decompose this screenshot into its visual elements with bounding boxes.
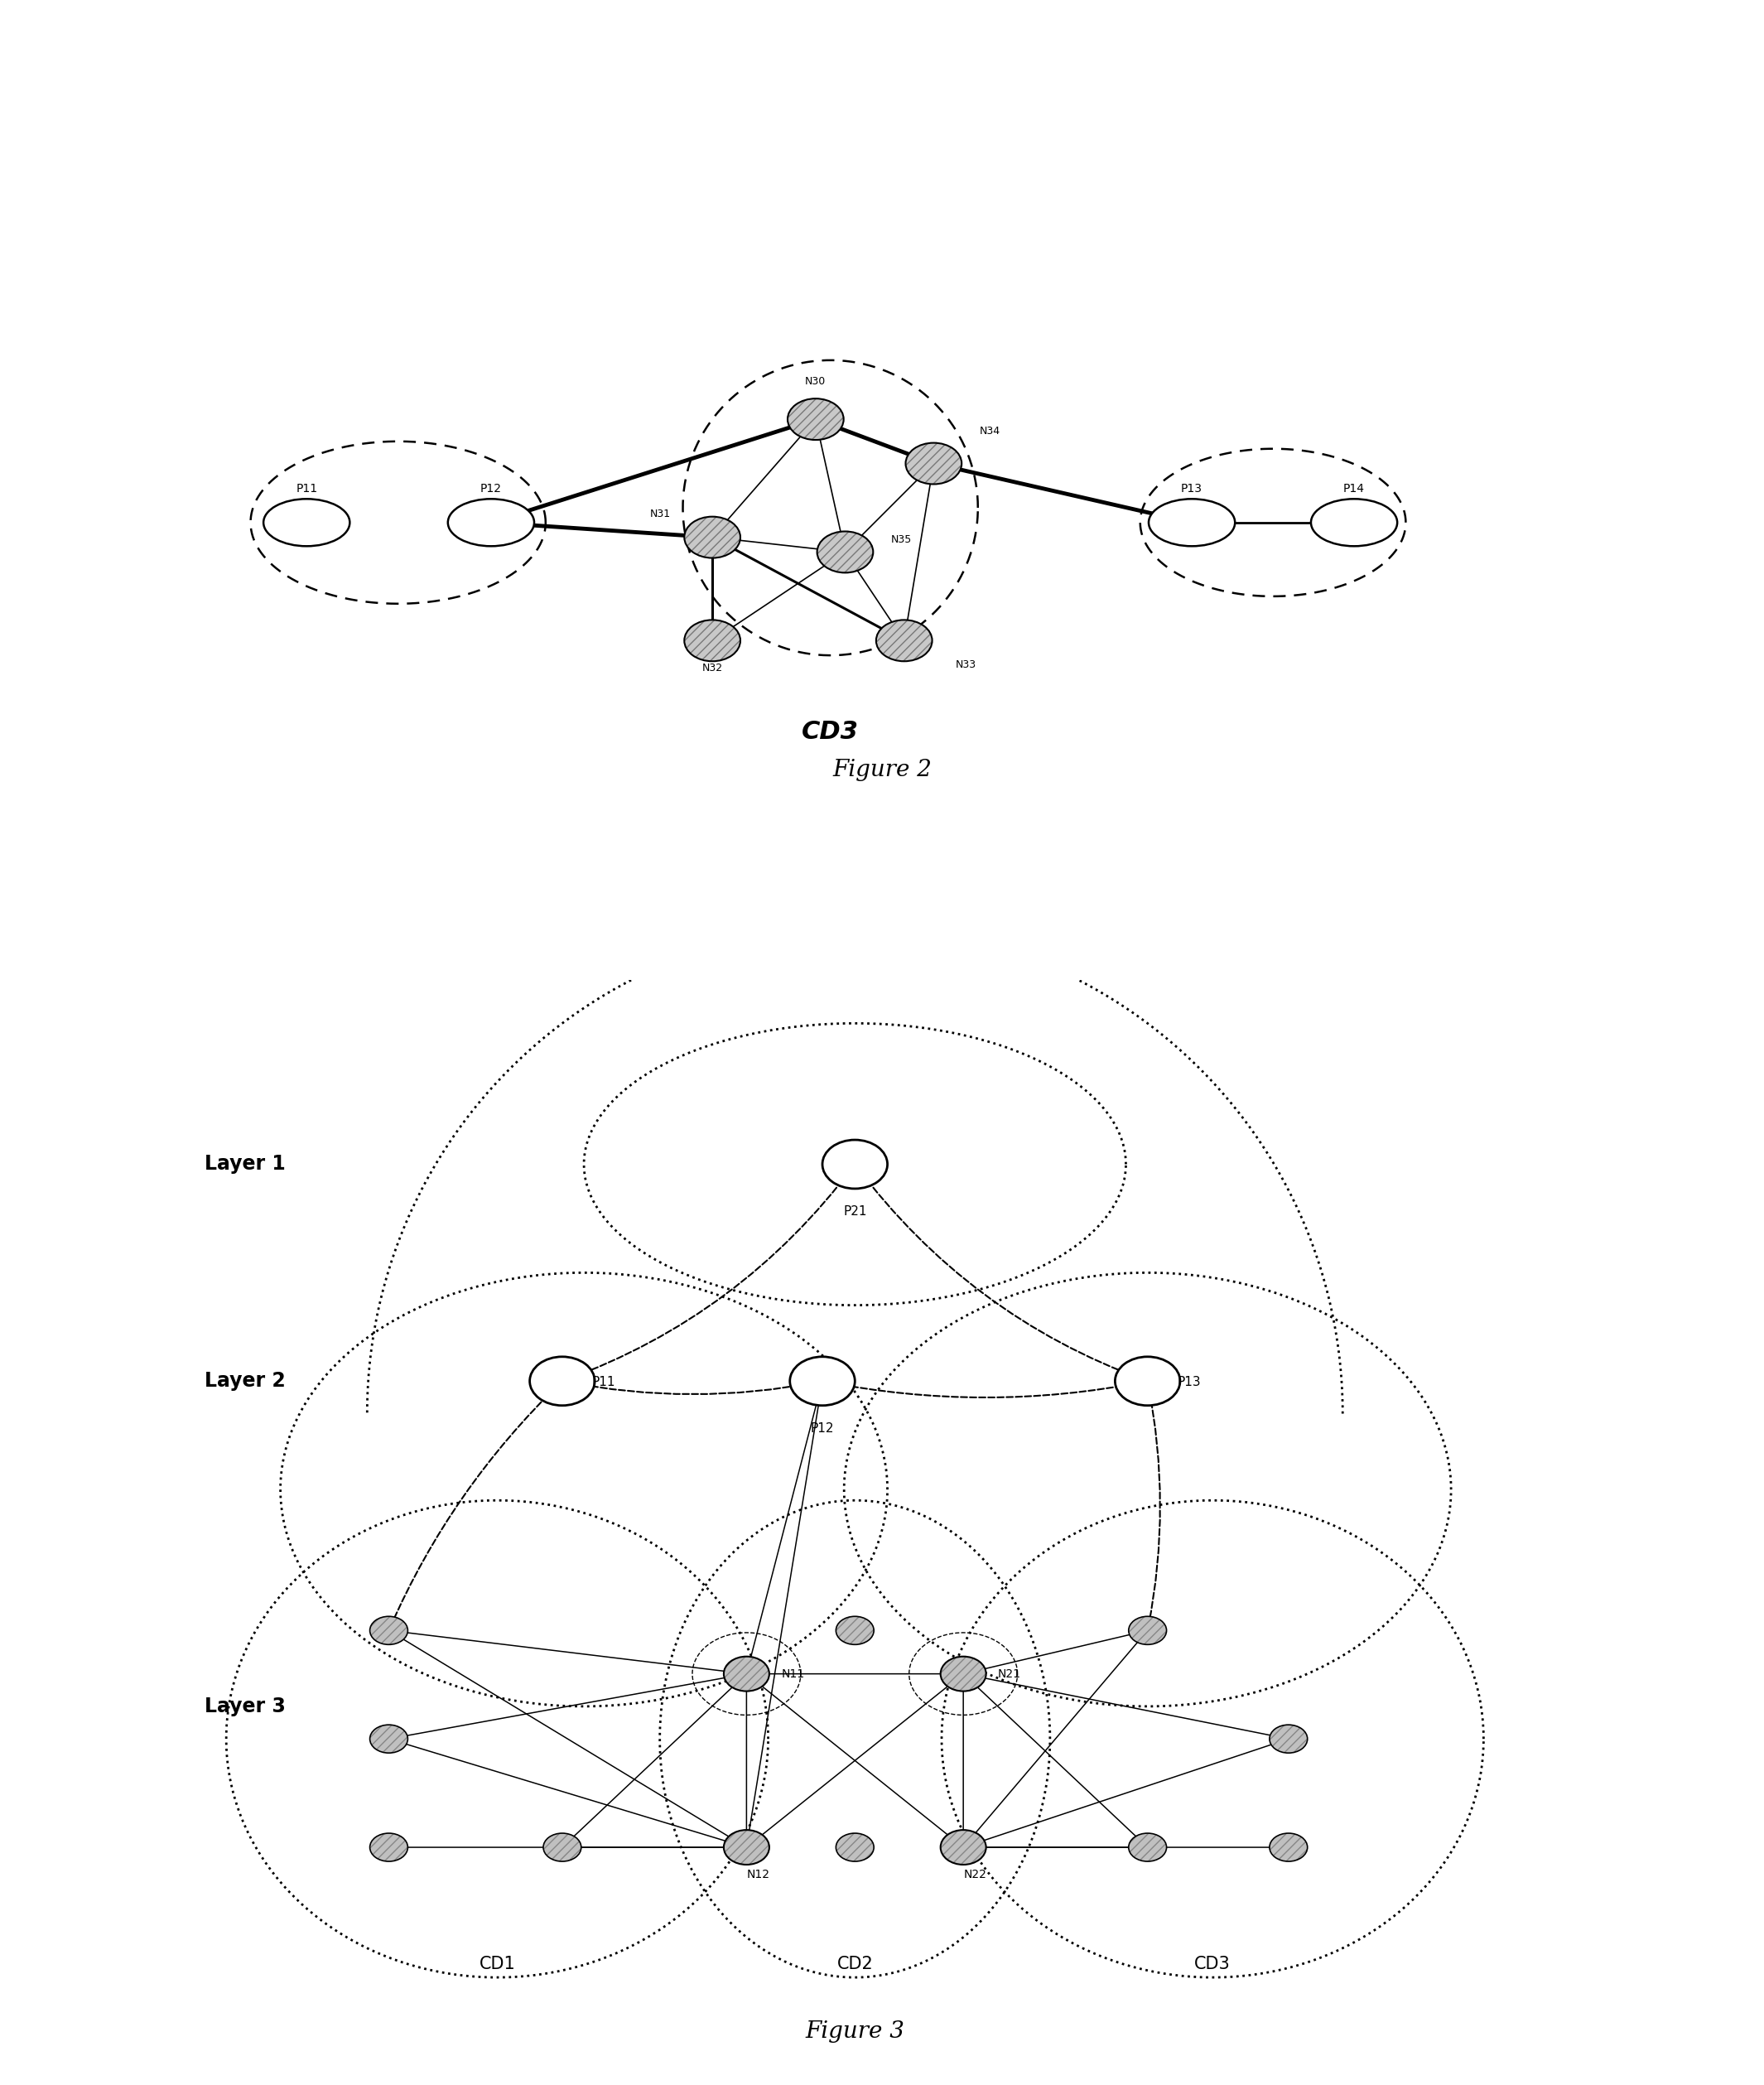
Text: CD3: CD3 bbox=[803, 719, 859, 744]
Text: Layer 1: Layer 1 bbox=[205, 1155, 286, 1174]
Text: CD3: CD3 bbox=[1194, 1956, 1231, 1972]
Text: N33: N33 bbox=[956, 659, 977, 669]
Text: P21: P21 bbox=[843, 1205, 866, 1218]
Text: Layer 3: Layer 3 bbox=[205, 1697, 286, 1716]
Ellipse shape bbox=[370, 1616, 407, 1645]
Text: P11: P11 bbox=[591, 1376, 616, 1389]
Ellipse shape bbox=[836, 1833, 873, 1862]
Text: N30: N30 bbox=[804, 375, 826, 388]
Ellipse shape bbox=[1115, 1357, 1180, 1405]
Text: N12: N12 bbox=[746, 1868, 769, 1881]
Text: CD2: CD2 bbox=[836, 1956, 873, 1972]
Text: N31: N31 bbox=[651, 509, 670, 519]
Ellipse shape bbox=[723, 1655, 769, 1691]
Ellipse shape bbox=[787, 398, 843, 440]
Ellipse shape bbox=[370, 1833, 407, 1862]
Ellipse shape bbox=[905, 442, 961, 484]
Ellipse shape bbox=[836, 1616, 873, 1645]
Ellipse shape bbox=[1129, 1616, 1166, 1645]
Text: N35: N35 bbox=[891, 534, 912, 544]
Text: P13: P13 bbox=[1182, 482, 1203, 494]
Text: P12: P12 bbox=[811, 1422, 834, 1434]
Ellipse shape bbox=[543, 1833, 580, 1862]
Ellipse shape bbox=[723, 1831, 769, 1864]
Text: N32: N32 bbox=[702, 663, 723, 673]
Ellipse shape bbox=[684, 619, 741, 661]
Ellipse shape bbox=[448, 498, 534, 546]
Text: Layer 2: Layer 2 bbox=[205, 1372, 286, 1391]
Text: P14: P14 bbox=[1344, 482, 1365, 494]
Ellipse shape bbox=[263, 498, 349, 546]
Text: P13: P13 bbox=[1177, 1376, 1201, 1389]
Text: N34: N34 bbox=[979, 425, 1000, 438]
Ellipse shape bbox=[370, 1724, 407, 1753]
Text: Figure 2: Figure 2 bbox=[833, 759, 931, 780]
Ellipse shape bbox=[684, 517, 741, 559]
Text: N11: N11 bbox=[781, 1668, 804, 1681]
Ellipse shape bbox=[822, 1140, 887, 1188]
Ellipse shape bbox=[940, 1655, 986, 1691]
Ellipse shape bbox=[529, 1357, 594, 1405]
Ellipse shape bbox=[877, 619, 931, 661]
Ellipse shape bbox=[940, 1831, 986, 1864]
Ellipse shape bbox=[1270, 1833, 1307, 1862]
Text: P12: P12 bbox=[480, 482, 501, 494]
Ellipse shape bbox=[1270, 1724, 1307, 1753]
Ellipse shape bbox=[817, 532, 873, 573]
Ellipse shape bbox=[790, 1357, 856, 1405]
Text: P11: P11 bbox=[296, 482, 318, 494]
Ellipse shape bbox=[1311, 498, 1397, 546]
Text: CD1: CD1 bbox=[480, 1956, 515, 1972]
Text: N21: N21 bbox=[998, 1668, 1021, 1681]
Text: Figure 3: Figure 3 bbox=[804, 2020, 905, 2043]
Text: N22: N22 bbox=[963, 1868, 986, 1881]
Ellipse shape bbox=[1129, 1833, 1166, 1862]
Ellipse shape bbox=[1148, 498, 1235, 546]
